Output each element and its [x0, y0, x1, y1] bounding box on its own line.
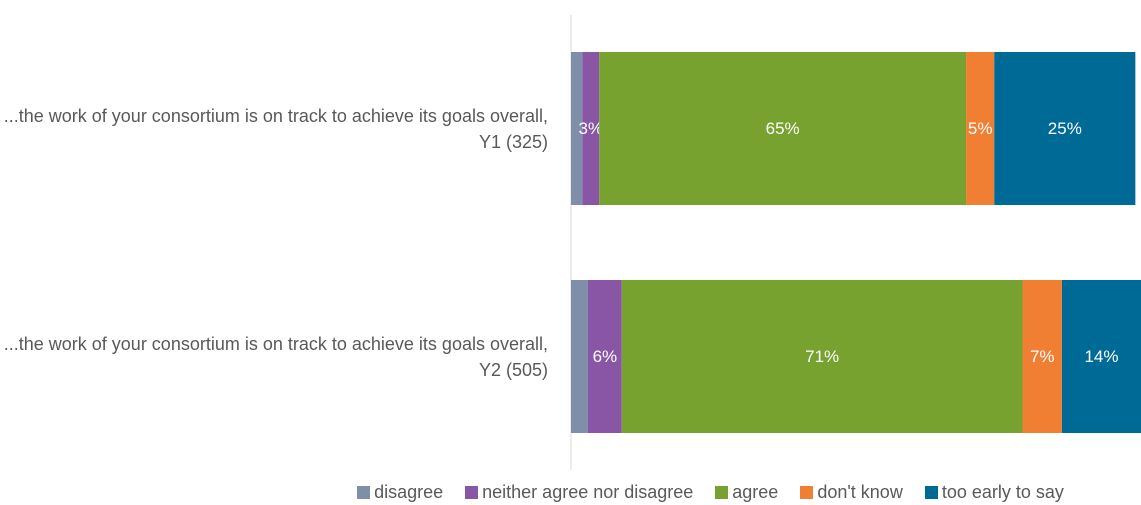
- legend-swatch: [924, 486, 938, 499]
- bar-segment: [571, 280, 588, 433]
- category-label: ...the work of your consortium is on tra…: [0, 331, 548, 383]
- legend-label: too early to say: [941, 482, 1064, 502]
- bar-segment: [571, 52, 583, 205]
- data-label: 7%: [1030, 347, 1055, 366]
- legend-swatch: [800, 486, 814, 499]
- legend-item: disagree: [357, 482, 443, 503]
- legend-label: neither agree nor disagree: [482, 482, 694, 502]
- data-label: 14%: [1084, 347, 1118, 366]
- bar-segment: [1061, 280, 1141, 433]
- bar-segment: [582, 52, 600, 205]
- legend-label: disagree: [374, 482, 444, 502]
- legend-item: neither agree nor disagree: [465, 482, 693, 503]
- bar-segment: [1022, 280, 1062, 433]
- data-label: 6%: [593, 347, 618, 366]
- legend-item: too early to say: [924, 482, 1064, 503]
- data-label: 5%: [968, 119, 993, 138]
- bar-segment: [994, 52, 1136, 205]
- category-text: ...the work of your consortium is on tra…: [3, 333, 548, 380]
- legend-label: don't know: [817, 482, 903, 502]
- category-text: ...the work of your consortium is on tra…: [3, 105, 548, 152]
- legend-swatch: [715, 486, 729, 499]
- data-label: 25%: [1048, 119, 1082, 138]
- bar-segment: [599, 52, 967, 205]
- category-label: ...the work of your consortium is on tra…: [0, 103, 548, 155]
- legend-swatch: [465, 486, 479, 499]
- legend-item: agree: [715, 482, 778, 503]
- data-label: 3%: [578, 119, 603, 138]
- legend-item: don't know: [800, 482, 903, 503]
- bar-segment: [966, 52, 995, 205]
- data-label: 71%: [805, 347, 839, 366]
- legend-label: agree: [732, 482, 779, 502]
- bar-segment: [587, 280, 622, 433]
- legend-swatch: [357, 486, 371, 499]
- legend: disagree neither agree nor disagree agree d…: [280, 482, 1141, 503]
- bar-segment: [621, 280, 1023, 433]
- data-label: 65%: [766, 119, 800, 138]
